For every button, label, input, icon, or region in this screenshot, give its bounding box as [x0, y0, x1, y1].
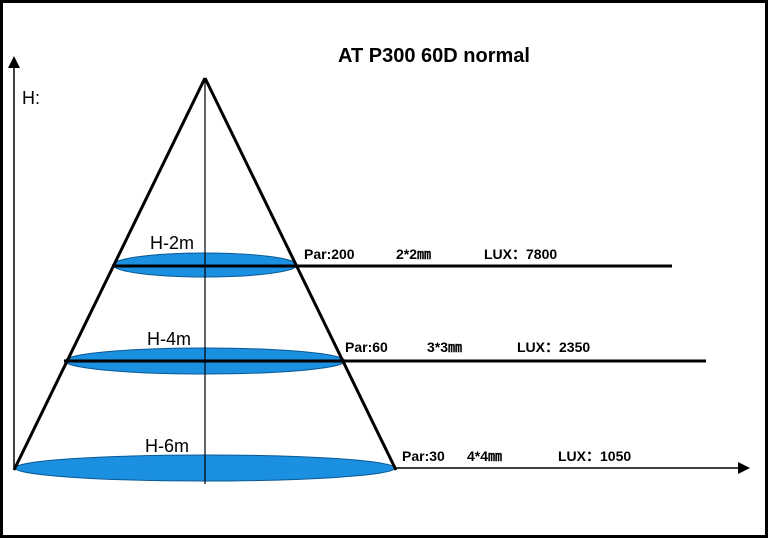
par-value-6m: Par:30	[402, 448, 445, 464]
lux-value-4m: LUX：2350	[517, 339, 590, 355]
cone-left-edge	[12, 77, 207, 471]
area-value-2m: 2*2㎜	[396, 246, 431, 262]
area-value-4m: 3*3㎜	[427, 339, 462, 355]
area-value-6m: 4*4㎜	[467, 448, 502, 464]
height-label-2m: H-2m	[150, 233, 194, 253]
vertical-axis-label: H:	[22, 88, 40, 108]
height-label-4m: H-4m	[147, 329, 191, 349]
lux-value-6m: LUX：1050	[558, 448, 631, 464]
diagram-title: AT P300 60D normal	[338, 45, 530, 67]
par-value-2m: Par:200	[304, 246, 355, 262]
par-value-4m: Par:60	[345, 339, 388, 355]
height-label-6m: H-6m	[145, 436, 189, 456]
lux-value-2m: LUX：7800	[484, 246, 557, 262]
cone-right-edge	[203, 77, 398, 471]
